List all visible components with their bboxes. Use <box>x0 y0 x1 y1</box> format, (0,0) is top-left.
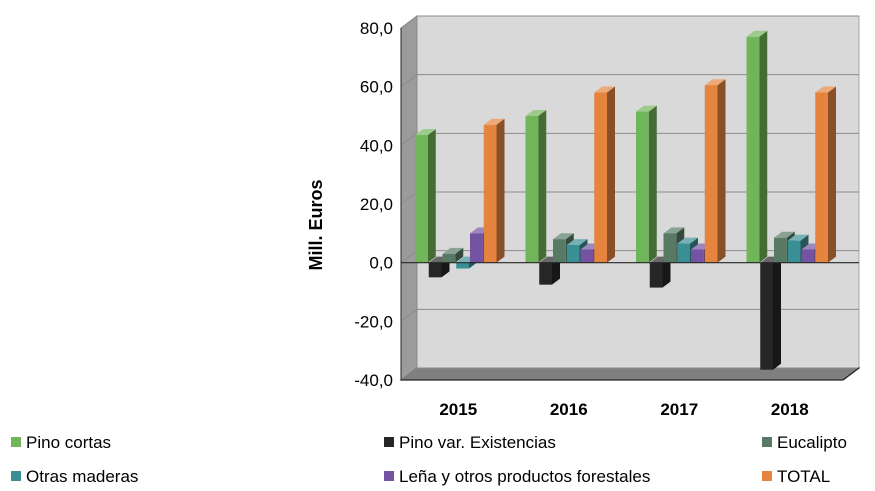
bar-front <box>539 263 552 285</box>
bar-front <box>443 254 456 263</box>
bar-front <box>650 263 663 288</box>
x-tick-label: 2017 <box>660 400 698 419</box>
legend-swatch <box>384 437 394 447</box>
legend-item: Pino cortas <box>11 433 111 452</box>
bar-front <box>788 241 801 263</box>
bar-front <box>677 244 690 263</box>
bar-front <box>553 239 566 262</box>
bar-side <box>607 87 615 263</box>
legend-item: Eucalipto <box>762 433 847 452</box>
bar-front <box>484 125 497 263</box>
legend-swatch <box>11 437 21 447</box>
bar-side <box>428 129 436 263</box>
bar-side <box>828 87 836 263</box>
legend-label: Eucalipto <box>777 433 847 452</box>
bar-front <box>415 135 428 263</box>
bar <box>636 106 657 263</box>
bar-side <box>773 257 781 370</box>
bar-front <box>470 233 483 262</box>
floor <box>401 368 859 380</box>
bar-front <box>802 249 815 262</box>
legend-item: TOTAL <box>762 467 830 486</box>
bar <box>815 87 836 263</box>
bar <box>526 110 547 263</box>
bar-front <box>567 245 580 263</box>
x-tick-label: 2016 <box>550 400 588 419</box>
legend-label: Pino var. Existencias <box>399 433 556 452</box>
legend-swatch <box>384 471 394 481</box>
legend-swatch <box>762 437 772 447</box>
bar <box>747 31 768 263</box>
y-tick-label: 60,0 <box>360 78 393 97</box>
y-tick-label: 20,0 <box>360 195 393 214</box>
bar-front <box>594 93 607 263</box>
legend-swatch <box>762 471 772 481</box>
bar-side <box>718 79 726 262</box>
legend-item: Pino var. Existencias <box>384 433 556 452</box>
legend-swatch <box>11 471 21 481</box>
bar-side <box>497 119 505 263</box>
bar-side <box>649 106 657 263</box>
bar-front <box>774 238 787 263</box>
bar-side <box>538 110 546 263</box>
bar-front <box>636 112 649 263</box>
bar <box>705 79 726 262</box>
legend: Pino cortas Pino var. Existencias Eucalipt… <box>11 433 847 486</box>
bar-front <box>747 37 760 263</box>
y-tick-labels: -40,0 -20,0 0,0 20,0 40,0 60,0 80,0 <box>354 19 393 390</box>
y-tick-label: -40,0 <box>354 371 393 390</box>
bar <box>594 87 615 263</box>
bar-front <box>526 116 539 263</box>
bar-front <box>664 233 677 262</box>
x-tick-label: 2015 <box>439 400 477 419</box>
legend-item: Otras maderas <box>11 467 138 486</box>
x-tick-labels: 2015 2016 2017 2018 <box>439 400 808 419</box>
bar-front <box>760 263 773 370</box>
legend-label: Leña y otros productos forestales <box>399 467 650 486</box>
legend-item: Leña y otros productos forestales <box>384 467 650 486</box>
bar-front <box>705 85 718 262</box>
x-tick-label: 2018 <box>771 400 809 419</box>
y-tick-label: 0,0 <box>369 254 393 273</box>
bar-front <box>581 249 594 262</box>
bar-front <box>815 93 828 263</box>
bar <box>760 257 781 370</box>
y-tick-label: 80,0 <box>360 19 393 38</box>
plot-walls <box>401 16 859 380</box>
bar-front <box>456 263 469 269</box>
bar-front <box>691 249 704 262</box>
bar <box>484 119 505 263</box>
legend-label: Otras maderas <box>26 467 138 486</box>
legend-label: Pino cortas <box>26 433 111 452</box>
bar-front <box>429 263 442 278</box>
y-tick-label: 40,0 <box>360 136 393 155</box>
y-axis-label: Mill. Euros <box>306 179 326 270</box>
y-tick-label: -20,0 <box>354 312 393 331</box>
bar <box>415 129 436 263</box>
bar-side <box>759 31 767 263</box>
legend-label: TOTAL <box>777 467 830 486</box>
